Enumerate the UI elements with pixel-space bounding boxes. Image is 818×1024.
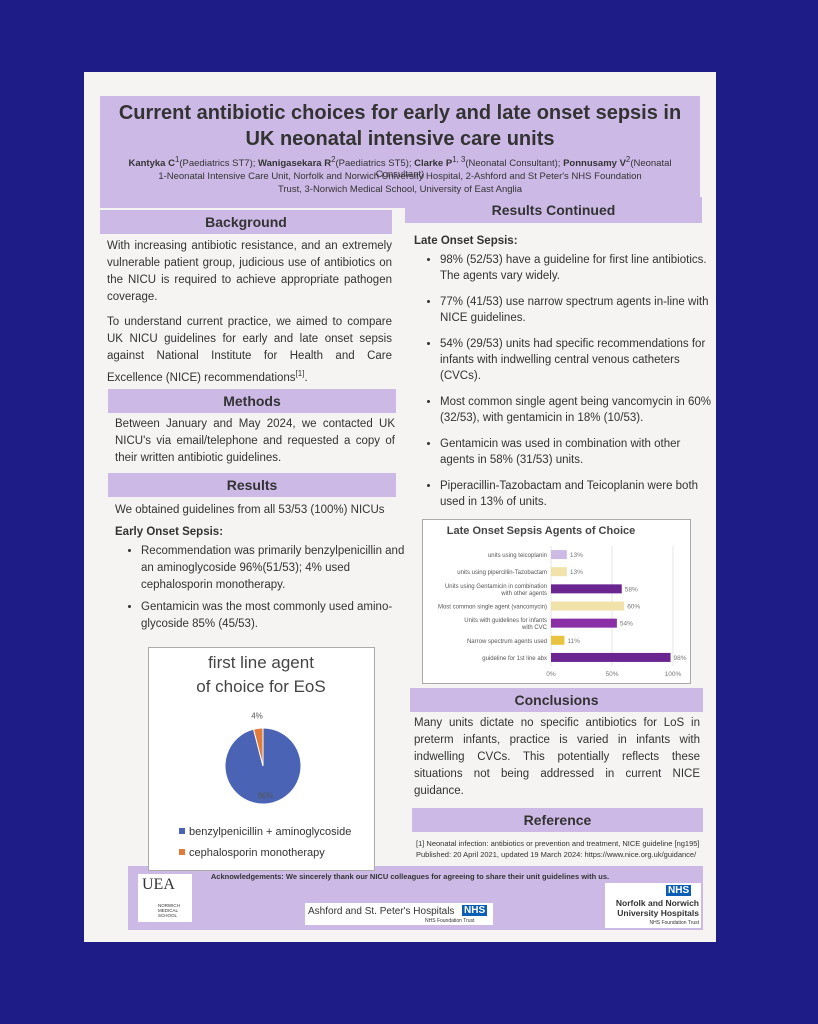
author-role: (Paediatrics ST5); (335, 158, 412, 170)
logo-text: Norfolk and Norwich University Hospitals (615, 898, 699, 918)
logo-text: Ashford and St. Peter's Hospitals (308, 906, 455, 917)
bullet: Gentamicin was the most commonly used am… (141, 599, 413, 633)
value-label: 58% (625, 586, 638, 593)
logo-text: UEA (142, 876, 175, 893)
bullet: Recommendation was primarily benzylpenic… (141, 543, 413, 594)
logo-text: NHS (462, 905, 488, 916)
paragraph: To understand current practice, we aimed… (107, 316, 392, 384)
bar (551, 584, 622, 594)
paragraph: With increasing antibiotic resistance, a… (107, 240, 392, 303)
ref: [1] (295, 369, 305, 378)
legend-label: benzylpenicillin + aminoglycoside (189, 826, 351, 838)
value-label: 13% (570, 569, 583, 576)
chart-title: first line agent of choice for EoS (196, 653, 325, 696)
bar (551, 618, 617, 628)
heading: Results (108, 473, 396, 497)
bullet: 54% (29/53) units had specific recommend… (440, 336, 715, 384)
author-sup: 1, 3 (452, 155, 466, 164)
bar (551, 550, 567, 560)
legend-swatch (179, 849, 185, 855)
heading: Conclusions (410, 688, 703, 712)
bar (551, 567, 567, 577)
bullet: Piperacillin-Tazobactam and Teicoplanin … (440, 478, 715, 510)
logo (138, 874, 192, 922)
authors: Kantyka C1(Paediatrics ST7); Wanigasekar… (105, 155, 695, 180)
subheading: Late Onset Sepsis: (414, 235, 518, 247)
bullet: Gentamicin was used in combination with … (440, 436, 715, 468)
logo-text: NHS (666, 885, 692, 896)
value-label: 4% (251, 711, 263, 720)
pie-slice (252, 727, 264, 767)
title: Current antibiotic choices for early and… (118, 102, 682, 150)
y-tick-label: Units using Gentamicin in combination wit… (445, 584, 547, 597)
bullet: 77% (41/53) use narrow spectrum agents i… (440, 294, 715, 326)
author-sup: 2 (625, 155, 631, 164)
affiliations: 1-Neonatal Intensive Care Unit, Norfolk … (158, 171, 642, 195)
paragraph: We obtained guidelines from all 53/53 (1… (115, 504, 385, 516)
author-sup: 1 (174, 155, 180, 164)
value-label: 60% (627, 604, 640, 611)
bullets: Recommendation was primarily benzylpenic… (123, 543, 413, 638)
reference: [1] Neonatal infection: antibiotics or p… (416, 839, 700, 859)
author-sup: 2 (331, 155, 336, 164)
y-tick-label: Most common single agent (vancomycin) (438, 605, 547, 611)
logo-text: NORWICH MEDICAL SCHOOL (158, 903, 180, 918)
bar (551, 635, 565, 645)
bar (551, 601, 625, 611)
author-name: Clarke P (414, 158, 453, 170)
y-tick-label: units using pipercillin-Tazobactam (457, 570, 547, 576)
header-band (100, 96, 700, 208)
value-label: 98% (674, 655, 687, 662)
y-tick-label: guideline for 1st line abx (482, 656, 547, 662)
heading: Methods (108, 389, 396, 413)
author-name: Ponnusamy V (563, 158, 626, 170)
bar (551, 652, 671, 662)
heading: Reference (412, 808, 703, 832)
text: To understand current practice, we aimed… (107, 316, 392, 384)
value-label: 11% (567, 638, 580, 645)
logo-text: NHS Foundation Trust (425, 918, 475, 924)
bullets: 98% (52/53) have a guideline for first l… (422, 252, 715, 520)
author-name: Kantyka C (128, 158, 175, 170)
author-role: (Paediatrics ST7); (179, 158, 256, 170)
author-role: (Neonatal Consultant) (375, 158, 672, 181)
value-label: 13% (570, 552, 583, 559)
legend-swatch (179, 828, 185, 834)
paragraph: Many units dictate no specific antibioti… (414, 717, 700, 797)
author-name: Wanigasekara R (258, 158, 332, 170)
acknowledgements: Acknowledgements: We sincerely thank our… (210, 872, 610, 881)
value-label: 96% (258, 792, 274, 801)
x-tick-label: 100% (665, 671, 682, 678)
paragraph: Between January and May 2024, we contact… (115, 418, 395, 464)
x-tick-label: 50% (605, 671, 618, 678)
bullet: 98% (52/53) have a guideline for first l… (440, 252, 715, 284)
legend-label: cephalosporin monotherapy (189, 847, 325, 859)
heading: Results Continued (405, 197, 702, 223)
logo-text: NHS Foundation Trust (649, 920, 699, 926)
value-label: 54% (620, 621, 633, 628)
subheading: Early Onset Sepsis: (115, 526, 224, 538)
chart-title: Late Onset Sepsis Agents of Choice (447, 525, 635, 537)
y-tick-label: Narrow spectrum agents used (467, 639, 547, 645)
y-tick-label: units using teicoplanin (488, 553, 547, 559)
bar-chart: Late Onset Sepsis Agents of Choice 0% 50% 1… (422, 519, 691, 684)
x-tick-label: 0% (546, 671, 556, 678)
bullet: Most common single agent being vancomyci… (440, 394, 715, 426)
author-role: (Neonatal Consultant); (465, 158, 561, 170)
heading: Background (100, 210, 392, 234)
y-tick-label: Units with guidelines for infants with CV… (464, 618, 547, 631)
pie-chart: first line agent of choice for EoS 96% 4% be… (148, 647, 375, 871)
logo (305, 903, 493, 925)
